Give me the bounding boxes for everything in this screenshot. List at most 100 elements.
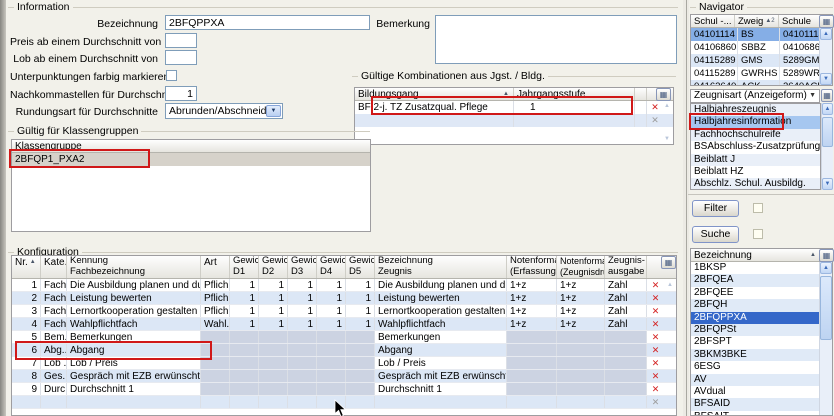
- scroll-up-icon[interactable]: ▲: [822, 103, 833, 115]
- column-chooser-button[interactable]: ▦: [819, 249, 834, 262]
- bezeichnung-item[interactable]: AVdual: [694, 385, 726, 397]
- delete-row-button[interactable]: [647, 292, 664, 304]
- klassengruppe-row[interactable]: 2BFQP1_PXA2: [12, 153, 370, 166]
- column-header-bildungsgang[interactable]: Bildungsgang ▲: [355, 88, 514, 100]
- column-header-kategorie[interactable]: Kate...: [41, 256, 67, 278]
- rundungsart-select[interactable]: Abrunden/Abschneiden ▼: [165, 103, 283, 119]
- school-column-header[interactable]: Schule: [779, 15, 823, 27]
- column-header-jahrgangsstufe[interactable]: Jahrgangsstufe: [514, 88, 635, 100]
- column-header-gewicht-d1[interactable]: Gewicht D1: [230, 256, 259, 278]
- school-row[interactable]: 04162640 ACK 2640ACK: [691, 80, 821, 85]
- table-row[interactable]: 1 Fach Die Ausbildung planen und durchfü…: [12, 279, 676, 292]
- kombination-row[interactable]: [355, 114, 673, 127]
- suche-checkbox[interactable]: [753, 229, 763, 239]
- delete-row-button[interactable]: [647, 344, 664, 356]
- bezeichnung-item[interactable]: 1BKSP: [694, 262, 727, 273]
- column-header-art[interactable]: Art: [201, 256, 230, 278]
- scroll-down-hint-icon[interactable]: ▼: [664, 136, 670, 142]
- chevron-down-icon[interactable]: ▼: [266, 105, 281, 117]
- suche-button[interactable]: Suche: [692, 226, 739, 243]
- scroll-up-hint-icon[interactable]: ▲: [664, 103, 670, 109]
- bezeichnung-scrollbar[interactable]: ▲: [819, 262, 832, 415]
- bezeichnung-item[interactable]: 2BFQEE: [694, 286, 734, 298]
- filter-checkbox[interactable]: [753, 203, 763, 213]
- delete-row-button[interactable]: [647, 383, 664, 395]
- table-row[interactable]: 8 Ges... Gespräch mit EZB erwünscht Gesp…: [12, 370, 676, 383]
- column-chooser-button[interactable]: ▦: [656, 88, 671, 101]
- delete-row-button[interactable]: [647, 357, 664, 369]
- kombination-row[interactable]: BF 2-j. TZ Zusatzqual. Pflege 1: [355, 101, 673, 114]
- zeugnisart-select[interactable]: Zeugnisart (Anzeigeform) ▼: [690, 89, 820, 103]
- column-header-gewicht-d5[interactable]: Gewicht D5: [346, 256, 375, 278]
- column-header-notenformat-zeugnisdruck[interactable]: Notenformat (Zeugnisdruck): [557, 256, 605, 278]
- delete-row-button[interactable]: [647, 370, 664, 382]
- column-header-gewicht-d2[interactable]: Gewicht D2: [259, 256, 288, 278]
- scroll-up-icon[interactable]: ▲: [820, 28, 832, 40]
- column-header-bezeichnung[interactable]: Bezeichnung ▲: [691, 249, 821, 261]
- table-row[interactable]: 6 Abg... Abgang Abgang: [12, 344, 676, 357]
- bezeichnung-item[interactable]: 2BFQEA: [691, 274, 821, 287]
- zeugnisart-scrollbar[interactable]: ▲ ▼: [821, 103, 833, 190]
- delete-row-button[interactable]: [647, 114, 663, 127]
- bezeichnung-item[interactable]: AV: [691, 373, 821, 386]
- filter-button[interactable]: Filter: [692, 200, 739, 217]
- scroll-up-icon[interactable]: ▲: [820, 262, 832, 274]
- column-header-nr[interactable]: Nr. ▲: [12, 256, 41, 278]
- table-row[interactable]: 4 Fach Wahlpflichtfach Wahl... 1 1 1 1 1…: [12, 318, 676, 331]
- column-chooser-button[interactable]: ▦: [821, 89, 833, 102]
- table-row[interactable]: 5 Bem... Bemerkungen Bemerkungen: [12, 331, 676, 344]
- column-header-kennung[interactable]: Kennung Fachbezeichnung: [67, 256, 201, 278]
- panel-splitter[interactable]: [683, 0, 689, 416]
- delete-row-button[interactable]: [647, 305, 664, 317]
- column-header-gewicht-d4[interactable]: Gewicht D4: [317, 256, 346, 278]
- unterpunktungen-checkbox[interactable]: [166, 70, 177, 81]
- delete-row-button[interactable]: [647, 318, 664, 330]
- column-chooser-button[interactable]: ▦: [661, 256, 676, 269]
- bezeichnung-item[interactable]: 2BFQH: [691, 299, 821, 312]
- nachkommastellen-input[interactable]: [165, 86, 197, 101]
- zeugnisart-item[interactable]: Halbjahresinformation: [691, 116, 820, 129]
- scrollbar-thumb[interactable]: [822, 117, 833, 147]
- school-column-header[interactable]: Zweig ▲2: [735, 15, 779, 27]
- delete-row-button[interactable]: [647, 279, 664, 291]
- table-row[interactable]: 9 Durc... Durchschnitt 1 Durchschnitt 1: [12, 383, 676, 396]
- bezeichnung-item[interactable]: 3BKM3BKE: [691, 348, 821, 362]
- school-column-header[interactable]: Schul -...▲1: [691, 15, 735, 27]
- bemerkung-textarea[interactable]: [435, 15, 677, 64]
- column-header-gewicht-d3[interactable]: Gewicht D3: [288, 256, 317, 278]
- column-chooser-button[interactable]: ▦: [819, 15, 834, 28]
- lob-input[interactable]: [165, 50, 197, 65]
- delete-row-button[interactable]: [647, 101, 663, 114]
- column-header-zeugnisausgabe[interactable]: Zeugnis- ausgabe: [605, 256, 647, 278]
- table-row[interactable]: 3 Fach Lernortkooperation gestalten Pfli…: [12, 305, 676, 318]
- scroll-down-icon[interactable]: ▼: [820, 73, 832, 85]
- bezeichnung-input[interactable]: [165, 15, 370, 30]
- bezeichnung-item[interactable]: BFSAIT: [691, 411, 821, 415]
- zeugnisart-item[interactable]: Abschlz. Schul. Ausbildg.: [691, 178, 820, 189]
- bezeichnung-item[interactable]: BFSAID: [691, 398, 821, 411]
- zeugnisart-item[interactable]: Fachhochschulreife: [691, 128, 820, 142]
- delete-row-button[interactable]: [647, 331, 664, 343]
- column-header-klassengruppe[interactable]: Klassengruppe: [15, 141, 82, 152]
- zeugnisart-item[interactable]: BSAbschluss-Zusatzprüfung: [694, 141, 820, 153]
- bezeichnung-item[interactable]: 2BFQPPXA: [691, 311, 821, 324]
- table-row[interactable]: 7 Lob ... Lob / Preis Lob / Preis: [12, 357, 676, 370]
- school-row[interactable]: 04106860 SBBZ 04106860: [691, 41, 821, 54]
- table-row[interactable]: 2 Fach Leistung bewerten Pflich... 1 1 1…: [12, 292, 676, 305]
- school-row[interactable]: 04101114 BS 04101114: [691, 28, 821, 41]
- scroll-down-icon[interactable]: ▼: [822, 178, 833, 190]
- column-header-notenformat-erfassung[interactable]: Notenformat (Erfassung): [507, 256, 557, 278]
- preis-input[interactable]: [165, 33, 197, 48]
- column-header-bezeichnung-zeugnis[interactable]: Bezeichnung Zeugnis: [375, 256, 507, 278]
- zeugnisart-item[interactable]: Beiblatt HZ: [694, 165, 744, 177]
- bezeichnung-item[interactable]: 2BFSPT: [694, 336, 732, 348]
- scrollbar-thumb[interactable]: [820, 276, 832, 340]
- school-row[interactable]: 04115289 GWRHS 5289WRHS: [691, 67, 821, 80]
- bezeichnung-item[interactable]: 6ESG: [694, 361, 721, 373]
- scroll-up-hint-icon[interactable]: ▲: [667, 282, 673, 288]
- zeugnisart-item[interactable]: Beiblatt J: [691, 153, 820, 166]
- delete-row-button[interactable]: [647, 396, 664, 408]
- bezeichnung-item[interactable]: 2BFQPSt: [691, 323, 821, 337]
- school-table-scrollbar[interactable]: ▲ ▼: [819, 28, 832, 85]
